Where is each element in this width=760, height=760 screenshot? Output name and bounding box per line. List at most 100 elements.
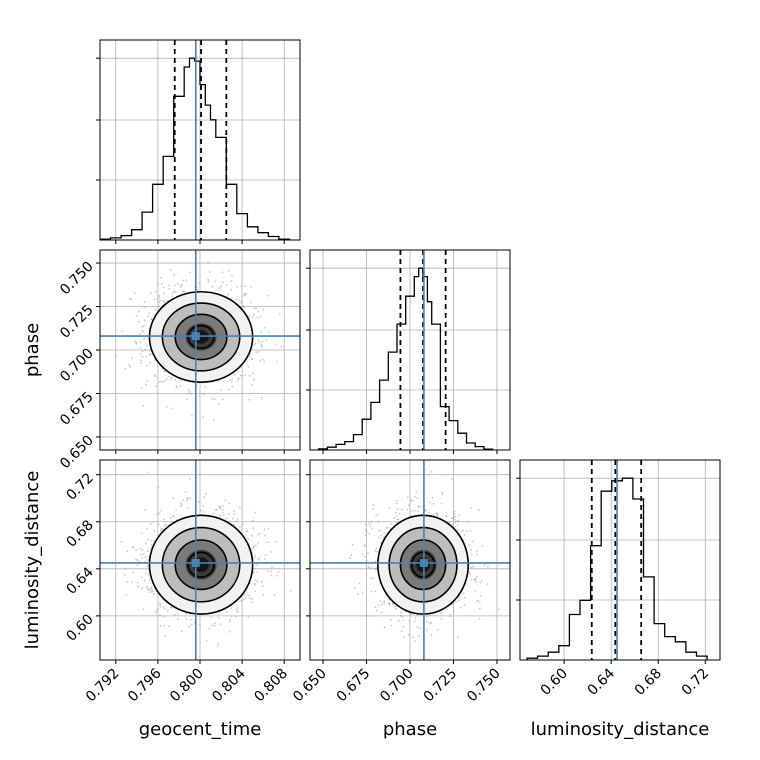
sample-point (370, 520, 373, 523)
sample-point (264, 326, 266, 329)
sample-point (162, 299, 165, 302)
x-tick-label-geocent_time: 0.804 (209, 665, 249, 705)
sample-point (441, 493, 444, 496)
sample-point (222, 398, 224, 400)
sample-point (173, 273, 176, 276)
sample-point (170, 606, 173, 609)
sample-point (251, 357, 254, 360)
sample-point (191, 414, 193, 417)
sample-point (478, 601, 481, 603)
sample-point (186, 499, 189, 502)
sample-point (468, 570, 471, 573)
sample-point (236, 380, 239, 383)
sample-point (172, 497, 175, 500)
sample-point (157, 523, 160, 526)
sample-point (230, 607, 233, 609)
scatter-panel-geocent_time-luminosity_distance (99, 459, 301, 661)
sample-point (229, 618, 232, 621)
sample-point (205, 640, 208, 642)
y-axis-label-luminosity_distance: luminosity_distance (22, 471, 43, 650)
sample-point (262, 308, 265, 311)
sample-point (233, 510, 235, 512)
sample-point (470, 578, 473, 581)
contour-0 (187, 551, 215, 578)
sample-point (176, 613, 179, 615)
sample-point (219, 623, 222, 626)
sample-point (248, 315, 250, 318)
sample-point (144, 509, 146, 511)
y-tick-label-luminosity_distance: 0.68 (63, 517, 96, 550)
sample-point (376, 550, 378, 553)
sample-point (252, 519, 254, 522)
sample-point (228, 502, 231, 505)
x-tick-label-geocent_time: 0.792 (83, 666, 123, 706)
sample-point (383, 602, 385, 605)
sample-point (425, 620, 428, 623)
sample-point (160, 276, 162, 279)
sample-point (136, 559, 139, 562)
contour-2 (161, 526, 241, 603)
hist-panel-geocent_time (96, 39, 301, 241)
sample-point (146, 345, 148, 347)
sample-point (153, 298, 156, 301)
sample-point (130, 581, 133, 583)
sample-point (264, 554, 267, 556)
sample-point (115, 354, 117, 356)
sample-point (168, 284, 171, 287)
sample-point (149, 361, 152, 364)
sample-point (414, 616, 417, 619)
sample-point (135, 341, 138, 344)
sample-point (396, 508, 399, 511)
sample-point (361, 592, 364, 594)
sample-point (457, 636, 459, 639)
sample-point (472, 540, 474, 543)
sample-point (239, 506, 241, 509)
sample-point (258, 557, 260, 559)
sample-point (132, 546, 135, 548)
sample-point (125, 594, 128, 597)
sample-point (383, 531, 385, 534)
sample-point (144, 542, 147, 545)
sample-point (168, 288, 170, 290)
sample-point (217, 617, 220, 619)
sample-point (478, 509, 480, 512)
sample-point (374, 590, 377, 593)
sample-point (183, 291, 186, 293)
sample-point (457, 599, 460, 602)
sample-point (171, 520, 174, 523)
sample-point (275, 540, 277, 543)
sample-point (198, 282, 201, 285)
x-tick-label-geocent_time: 0.800 (167, 666, 207, 706)
sample-point (430, 622, 433, 625)
sample-point (449, 615, 452, 618)
sample-point (179, 385, 182, 388)
sample-point (264, 558, 266, 560)
y-tick-label-luminosity_distance: 0.64 (63, 564, 96, 597)
sample-point (257, 558, 260, 561)
sample-point (250, 286, 253, 288)
sample-point (266, 541, 269, 544)
sample-point (372, 615, 375, 617)
sample-point (368, 522, 371, 525)
sample-point (478, 607, 481, 610)
sample-point (150, 588, 153, 590)
sample-point (363, 544, 366, 547)
sample-point (363, 555, 366, 558)
sample-point (358, 582, 361, 585)
sample-point (479, 581, 482, 584)
sample-point (150, 523, 152, 525)
sample-point (140, 532, 143, 535)
sample-point (171, 292, 174, 295)
sample-point (389, 618, 392, 621)
sample-point (219, 514, 221, 517)
sample-point (257, 350, 260, 353)
sample-point (156, 513, 159, 516)
sample-point (141, 330, 144, 332)
sample-point (349, 557, 351, 559)
sample-point (139, 341, 142, 343)
sample-point (451, 523, 454, 526)
sample-point (420, 505, 422, 508)
sample-point (240, 599, 243, 602)
sample-point (189, 391, 191, 393)
sample-point (161, 528, 164, 531)
